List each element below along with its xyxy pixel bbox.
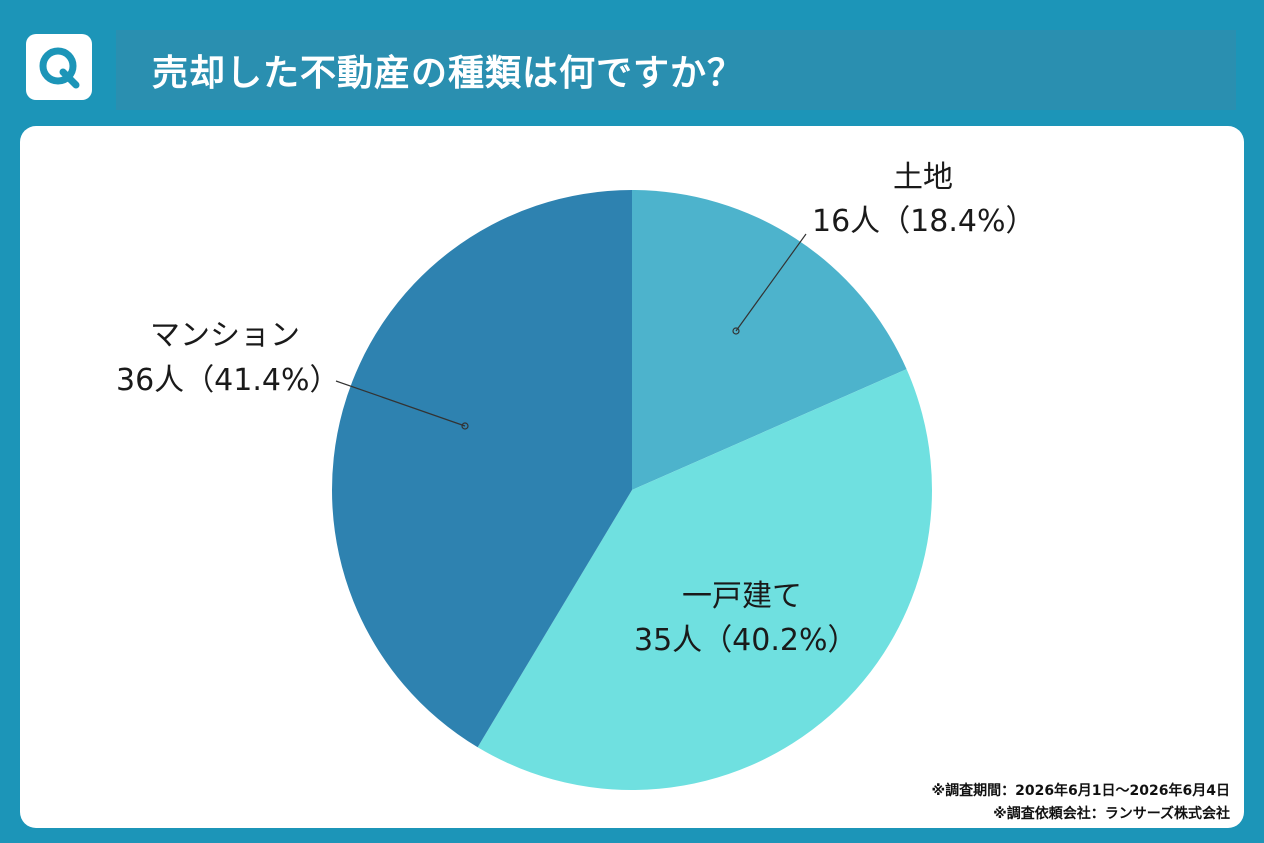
question-badge <box>26 34 92 100</box>
slice-label-house-value: 35人（40.2%） <box>634 623 858 658</box>
slice-label-mansion-name: マンション <box>150 318 300 353</box>
q-icon <box>39 47 80 89</box>
slice-labels: 土地 16人（18.4%） 一戸建て 35人（40.2%） マンション 36人（… <box>116 160 1036 658</box>
slice-label-house-name: 一戸建て <box>682 579 802 614</box>
pie-slice-land <box>632 190 907 490</box>
leader-dot-mansion <box>461 422 469 430</box>
footnote-client: ※調査依頼会社：ランサーズ株式会社 <box>993 806 1230 822</box>
title-bar: 売却した不動産の種類は何ですか？ <box>116 30 1236 110</box>
pie-slice-mansion <box>331 189 632 748</box>
leader-line-mansion <box>335 380 466 427</box>
slice-label-land-name: 土地 <box>893 160 953 195</box>
leader-line-land <box>735 233 807 332</box>
leader-lines <box>335 233 807 430</box>
leader-dot-land <box>732 327 740 335</box>
slice-label-mansion-value: 36人（41.4%） <box>116 363 340 398</box>
pie-slices <box>331 189 932 790</box>
page-title: 売却した不動産の種類は何ですか？ <box>152 53 745 94</box>
slice-label-land-value: 16人（18.4%） <box>812 204 1036 239</box>
footnote-period: ※調査期間：2026年6月1日～2026年6月4日 <box>931 783 1230 799</box>
pie-slice-house <box>477 369 932 790</box>
